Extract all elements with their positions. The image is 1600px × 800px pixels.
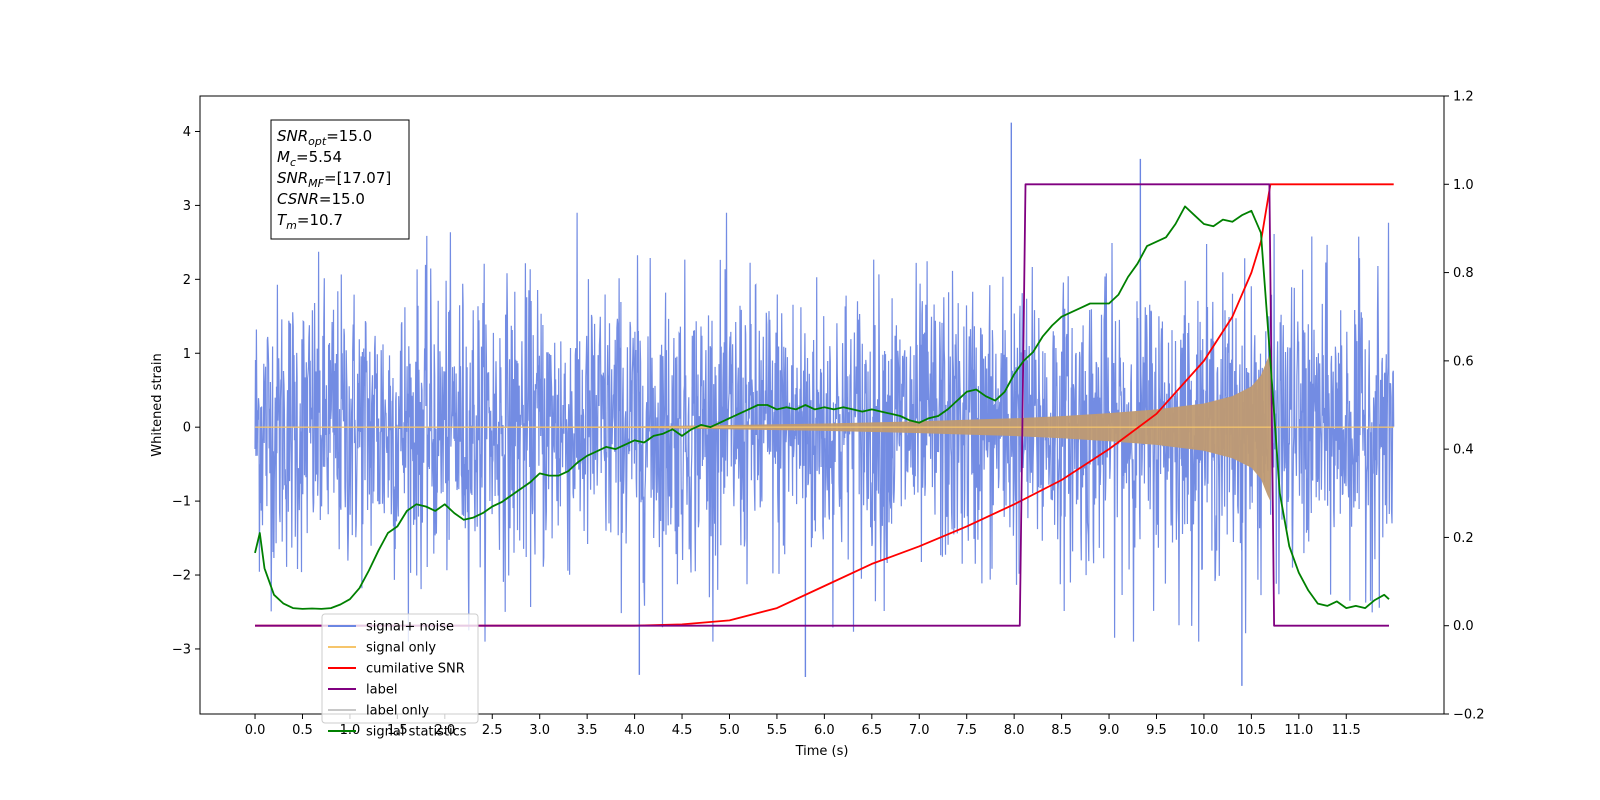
y2-tick-label: 1.0: [1453, 178, 1474, 193]
info-box-frame: [270, 119, 410, 240]
x-tick-label: 3.0: [529, 723, 550, 738]
info-line: Mc=5.54: [277, 148, 342, 169]
x-tick-label: 10.0: [1189, 723, 1218, 738]
x-tick-label: 8.0: [1004, 723, 1025, 738]
x-tick-label: 5.5: [767, 723, 788, 738]
x-tick-label: 6.0: [814, 723, 835, 738]
x-tick-label: 10.5: [1237, 723, 1266, 738]
y2-tick-label: 0.0: [1453, 619, 1474, 634]
legend-label: label: [366, 683, 397, 698]
x-tick-label: 7.5: [956, 723, 977, 738]
info-line: SNRopt=15.0: [277, 127, 372, 148]
y-axis-label: Whitened strain: [150, 353, 165, 456]
y-tick-label: −2: [172, 569, 191, 584]
y-tick-label: −1: [172, 495, 191, 510]
x-axis-label: Time (s): [795, 744, 849, 759]
signal-only-series: [255, 353, 1394, 502]
x-axis: 0.0 0.5 1.0 1.5 2.0 2.5 3.0 3.5 4.0 4.5 5.0 5.5 6.0 6…: [245, 714, 1361, 738]
info-line: CSNR=15.0: [277, 190, 365, 208]
x-tick-label: 9.5: [1146, 723, 1167, 738]
y-tick-label: 3: [183, 199, 191, 214]
y2-tick-label: 0.6: [1453, 354, 1474, 369]
x-tick-label: 11.5: [1332, 723, 1361, 738]
x-tick-label: 0.0: [245, 723, 266, 738]
legend: signal+ noise signal only cumilative SNR la…: [321, 613, 479, 740]
plot-area: [254, 122, 1395, 686]
y2-tick-label: 0.4: [1453, 443, 1474, 458]
legend-label: cumilative SNR: [366, 662, 465, 677]
right-axis-series: [254, 183, 1394, 627]
x-tick-label: 7.0: [909, 723, 930, 738]
legend-label: signal statistics: [366, 725, 467, 740]
cumilative-snr-line: [255, 183, 1394, 627]
x-tick-label: 0.5: [292, 723, 313, 738]
x-tick-label: 3.5: [577, 723, 598, 738]
info-box: SNRopt=15.0Mc=5.54SNRMF=[17.07]CSNR=15.0…: [270, 119, 410, 240]
y-tick-label: −3: [172, 642, 191, 657]
x-tick-label: 1.5: [387, 723, 408, 738]
y2-tick-label: −0.2: [1453, 708, 1485, 723]
label-line: [255, 183, 1389, 627]
x-tick-label: 4.0: [624, 723, 645, 738]
y-tick-label: 4: [183, 125, 191, 140]
info-line: SNRMF=[17.07]: [277, 169, 391, 190]
legend-frame: [321, 613, 479, 724]
x-tick-label: 8.5: [1051, 723, 1072, 738]
x-tick-label: 2.5: [482, 723, 503, 738]
plot-frame: [199, 95, 1445, 715]
x-tick-label: 4.5: [672, 723, 693, 738]
x-tick-label: 5.0: [719, 723, 740, 738]
y-axis-right: −0.2 0.0 0.2 0.4 0.6 0.8 1.0 1.2: [1444, 90, 1485, 723]
y-tick-label: 0: [183, 421, 191, 436]
legend-label: signal+ noise: [366, 620, 454, 635]
legend-label: label only: [366, 704, 429, 719]
signal-statistics-line: [254, 205, 1390, 610]
y2-tick-label: 0.2: [1453, 531, 1474, 546]
y2-tick-label: 0.8: [1453, 266, 1474, 281]
x-tick-label: 2.0: [434, 723, 455, 738]
y-tick-label: 1: [183, 347, 191, 362]
info-line: Tm=10.7: [277, 211, 343, 232]
y-tick-label: 2: [183, 273, 191, 288]
y-axis-left: −3 −2 −1 0 1 2 3 4: [172, 125, 200, 657]
legend-label: signal only: [366, 641, 436, 656]
x-tick-label: 9.0: [1099, 723, 1120, 738]
x-tick-label: 11.0: [1284, 723, 1313, 738]
x-tick-label: 6.5: [861, 723, 882, 738]
y2-tick-label: 1.2: [1453, 90, 1474, 105]
